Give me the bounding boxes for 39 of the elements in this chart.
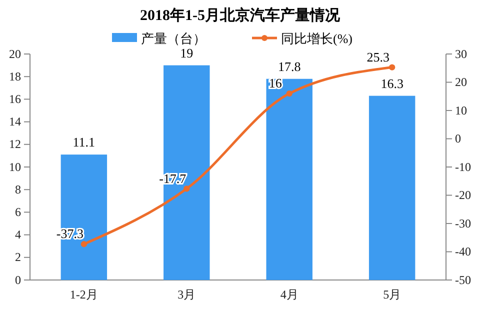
y-tick-label: 10 xyxy=(9,160,21,174)
y2-tick-label: -50 xyxy=(455,272,471,287)
point xyxy=(286,90,292,97)
data-label: 16.3 xyxy=(380,76,404,91)
y2-tick-label: 0 xyxy=(455,132,461,146)
y-tick-label: 2 xyxy=(15,250,21,264)
x-tick-label: 3月 xyxy=(178,288,196,302)
y2-tick-label: 20 xyxy=(455,75,467,90)
chart-title: 2018年1-5月北京汽车产量情况 xyxy=(140,6,341,24)
point xyxy=(184,186,190,192)
y-tick-label: 4 xyxy=(15,228,21,242)
x-tick-label: 5月 xyxy=(383,288,402,302)
y-tick-label: 20 xyxy=(9,46,21,61)
point xyxy=(80,241,88,248)
bar xyxy=(368,96,416,280)
y-tick-label: 8 xyxy=(15,182,21,196)
data-label: 11.1 xyxy=(72,134,96,150)
legend-label: 同比增长(%) xyxy=(281,31,352,46)
y-tick-label: 18 xyxy=(9,69,21,84)
data-label: 25.3 xyxy=(366,49,390,64)
y2-tick-label: -10 xyxy=(455,160,471,174)
y2-tick-label: -40 xyxy=(455,244,471,259)
y-tick-label: 0 xyxy=(15,272,21,287)
data-label: 19 xyxy=(180,45,194,60)
y2-tick-label: -30 xyxy=(455,216,471,230)
y2-tick-label: -20 xyxy=(455,188,471,202)
y2-tick-label: 30 xyxy=(455,46,467,61)
y-tick-label: 14 xyxy=(9,114,21,129)
bar xyxy=(266,78,312,280)
y-tick-label: 12 xyxy=(9,137,21,152)
data-label: 16 xyxy=(268,76,282,91)
legend-label: 产量（台） xyxy=(141,31,206,46)
y-tick-label: 6 xyxy=(15,205,21,220)
point xyxy=(388,64,396,70)
data-label: 17.8 xyxy=(278,58,301,74)
x-tick-label: 1-2月 xyxy=(70,288,98,302)
x-tick-label: 4月 xyxy=(280,288,298,302)
y2-tick-label: 10 xyxy=(455,103,467,118)
y-tick-label: 16 xyxy=(9,92,21,106)
